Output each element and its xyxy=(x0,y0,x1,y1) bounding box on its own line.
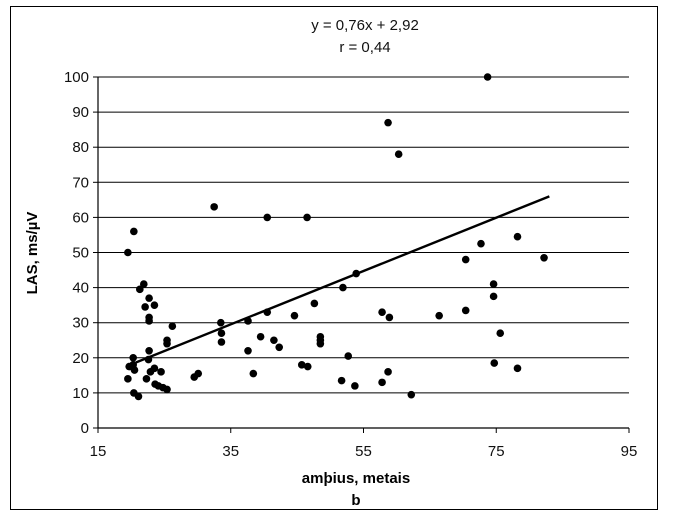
figure-caption: b xyxy=(351,492,360,509)
data-point xyxy=(483,73,492,81)
data-point xyxy=(489,280,498,288)
x-tick-labels: 15 35 55 75 95 xyxy=(90,443,638,460)
data-point xyxy=(130,366,139,374)
data-point xyxy=(310,299,319,308)
data-point xyxy=(435,311,443,320)
data-point xyxy=(290,311,299,320)
data-point xyxy=(351,382,359,390)
y-tick-label: 100 xyxy=(64,69,89,86)
data-point xyxy=(139,280,148,288)
x-tick-label: 35 xyxy=(222,443,239,460)
y-axis-title: LAS, ms/µV xyxy=(24,212,41,295)
y-tick-label: 90 xyxy=(72,104,89,121)
data-point xyxy=(217,338,226,346)
y-tick-label: 80 xyxy=(72,139,89,156)
data-point xyxy=(513,364,522,373)
data-point xyxy=(216,318,225,327)
data-point xyxy=(384,118,392,127)
y-tick-labels: 0 10 20 30 40 50 60 70 80 90 100 xyxy=(64,69,89,437)
data-point xyxy=(303,362,312,371)
y-tick-label: 60 xyxy=(72,209,89,226)
trendline xyxy=(135,195,550,364)
y-tick-label: 50 xyxy=(72,245,89,262)
data-point xyxy=(130,227,138,236)
data-point xyxy=(217,329,226,338)
data-point xyxy=(407,390,416,399)
data-point xyxy=(461,306,470,315)
data-point xyxy=(394,150,403,159)
x-tick-label: 95 xyxy=(621,443,638,460)
data-point xyxy=(297,361,306,369)
data-point xyxy=(150,364,159,373)
r-annotation: r = 0,44 xyxy=(339,39,390,56)
data-point xyxy=(489,292,498,301)
data-point xyxy=(513,232,522,241)
data-point xyxy=(540,253,548,262)
y-tick-label: 70 xyxy=(72,174,89,191)
axes xyxy=(93,76,630,433)
data-point xyxy=(163,336,171,345)
data-points xyxy=(124,73,548,401)
x-tick-label: 75 xyxy=(488,443,505,460)
y-tick-label: 10 xyxy=(72,385,89,402)
x-tick-label: 15 xyxy=(90,443,107,460)
data-point xyxy=(275,343,284,352)
data-point xyxy=(124,248,132,257)
data-point xyxy=(477,239,485,248)
gridlines xyxy=(98,76,629,394)
y-tick-label: 20 xyxy=(72,350,89,367)
data-point xyxy=(303,213,311,222)
data-point xyxy=(344,352,353,360)
data-point xyxy=(168,322,177,331)
y-tick-label: 0 xyxy=(81,420,89,437)
data-point xyxy=(256,332,265,341)
equation-annotation: y = 0,76x + 2,92 xyxy=(311,17,419,34)
chart-frame xyxy=(10,6,658,510)
data-point xyxy=(157,368,165,376)
data-point xyxy=(194,369,203,378)
data-point xyxy=(270,336,278,345)
x-tick-label: 55 xyxy=(355,443,372,460)
data-point xyxy=(263,213,272,222)
data-point xyxy=(378,308,386,316)
data-point xyxy=(136,285,144,294)
data-point xyxy=(145,346,153,355)
data-point xyxy=(385,313,394,322)
data-point xyxy=(384,368,392,376)
data-point xyxy=(145,317,153,325)
data-point xyxy=(145,294,153,302)
data-point xyxy=(163,385,171,394)
data-point xyxy=(141,303,149,311)
y-tick-label: 40 xyxy=(72,280,89,297)
data-point xyxy=(490,359,499,367)
data-point xyxy=(337,376,346,385)
data-point xyxy=(339,283,347,292)
x-axis-title: amþius, metais xyxy=(302,470,410,487)
data-point xyxy=(378,378,386,387)
data-point xyxy=(150,301,159,309)
data-point xyxy=(142,375,151,383)
data-point xyxy=(496,329,505,338)
data-point xyxy=(461,255,470,264)
data-point xyxy=(129,354,137,362)
data-point xyxy=(210,203,218,211)
data-point xyxy=(244,346,252,355)
y-tick-label: 30 xyxy=(72,315,89,332)
data-point xyxy=(124,375,132,383)
data-point xyxy=(249,369,258,378)
data-point xyxy=(316,339,325,348)
data-point xyxy=(134,392,143,401)
